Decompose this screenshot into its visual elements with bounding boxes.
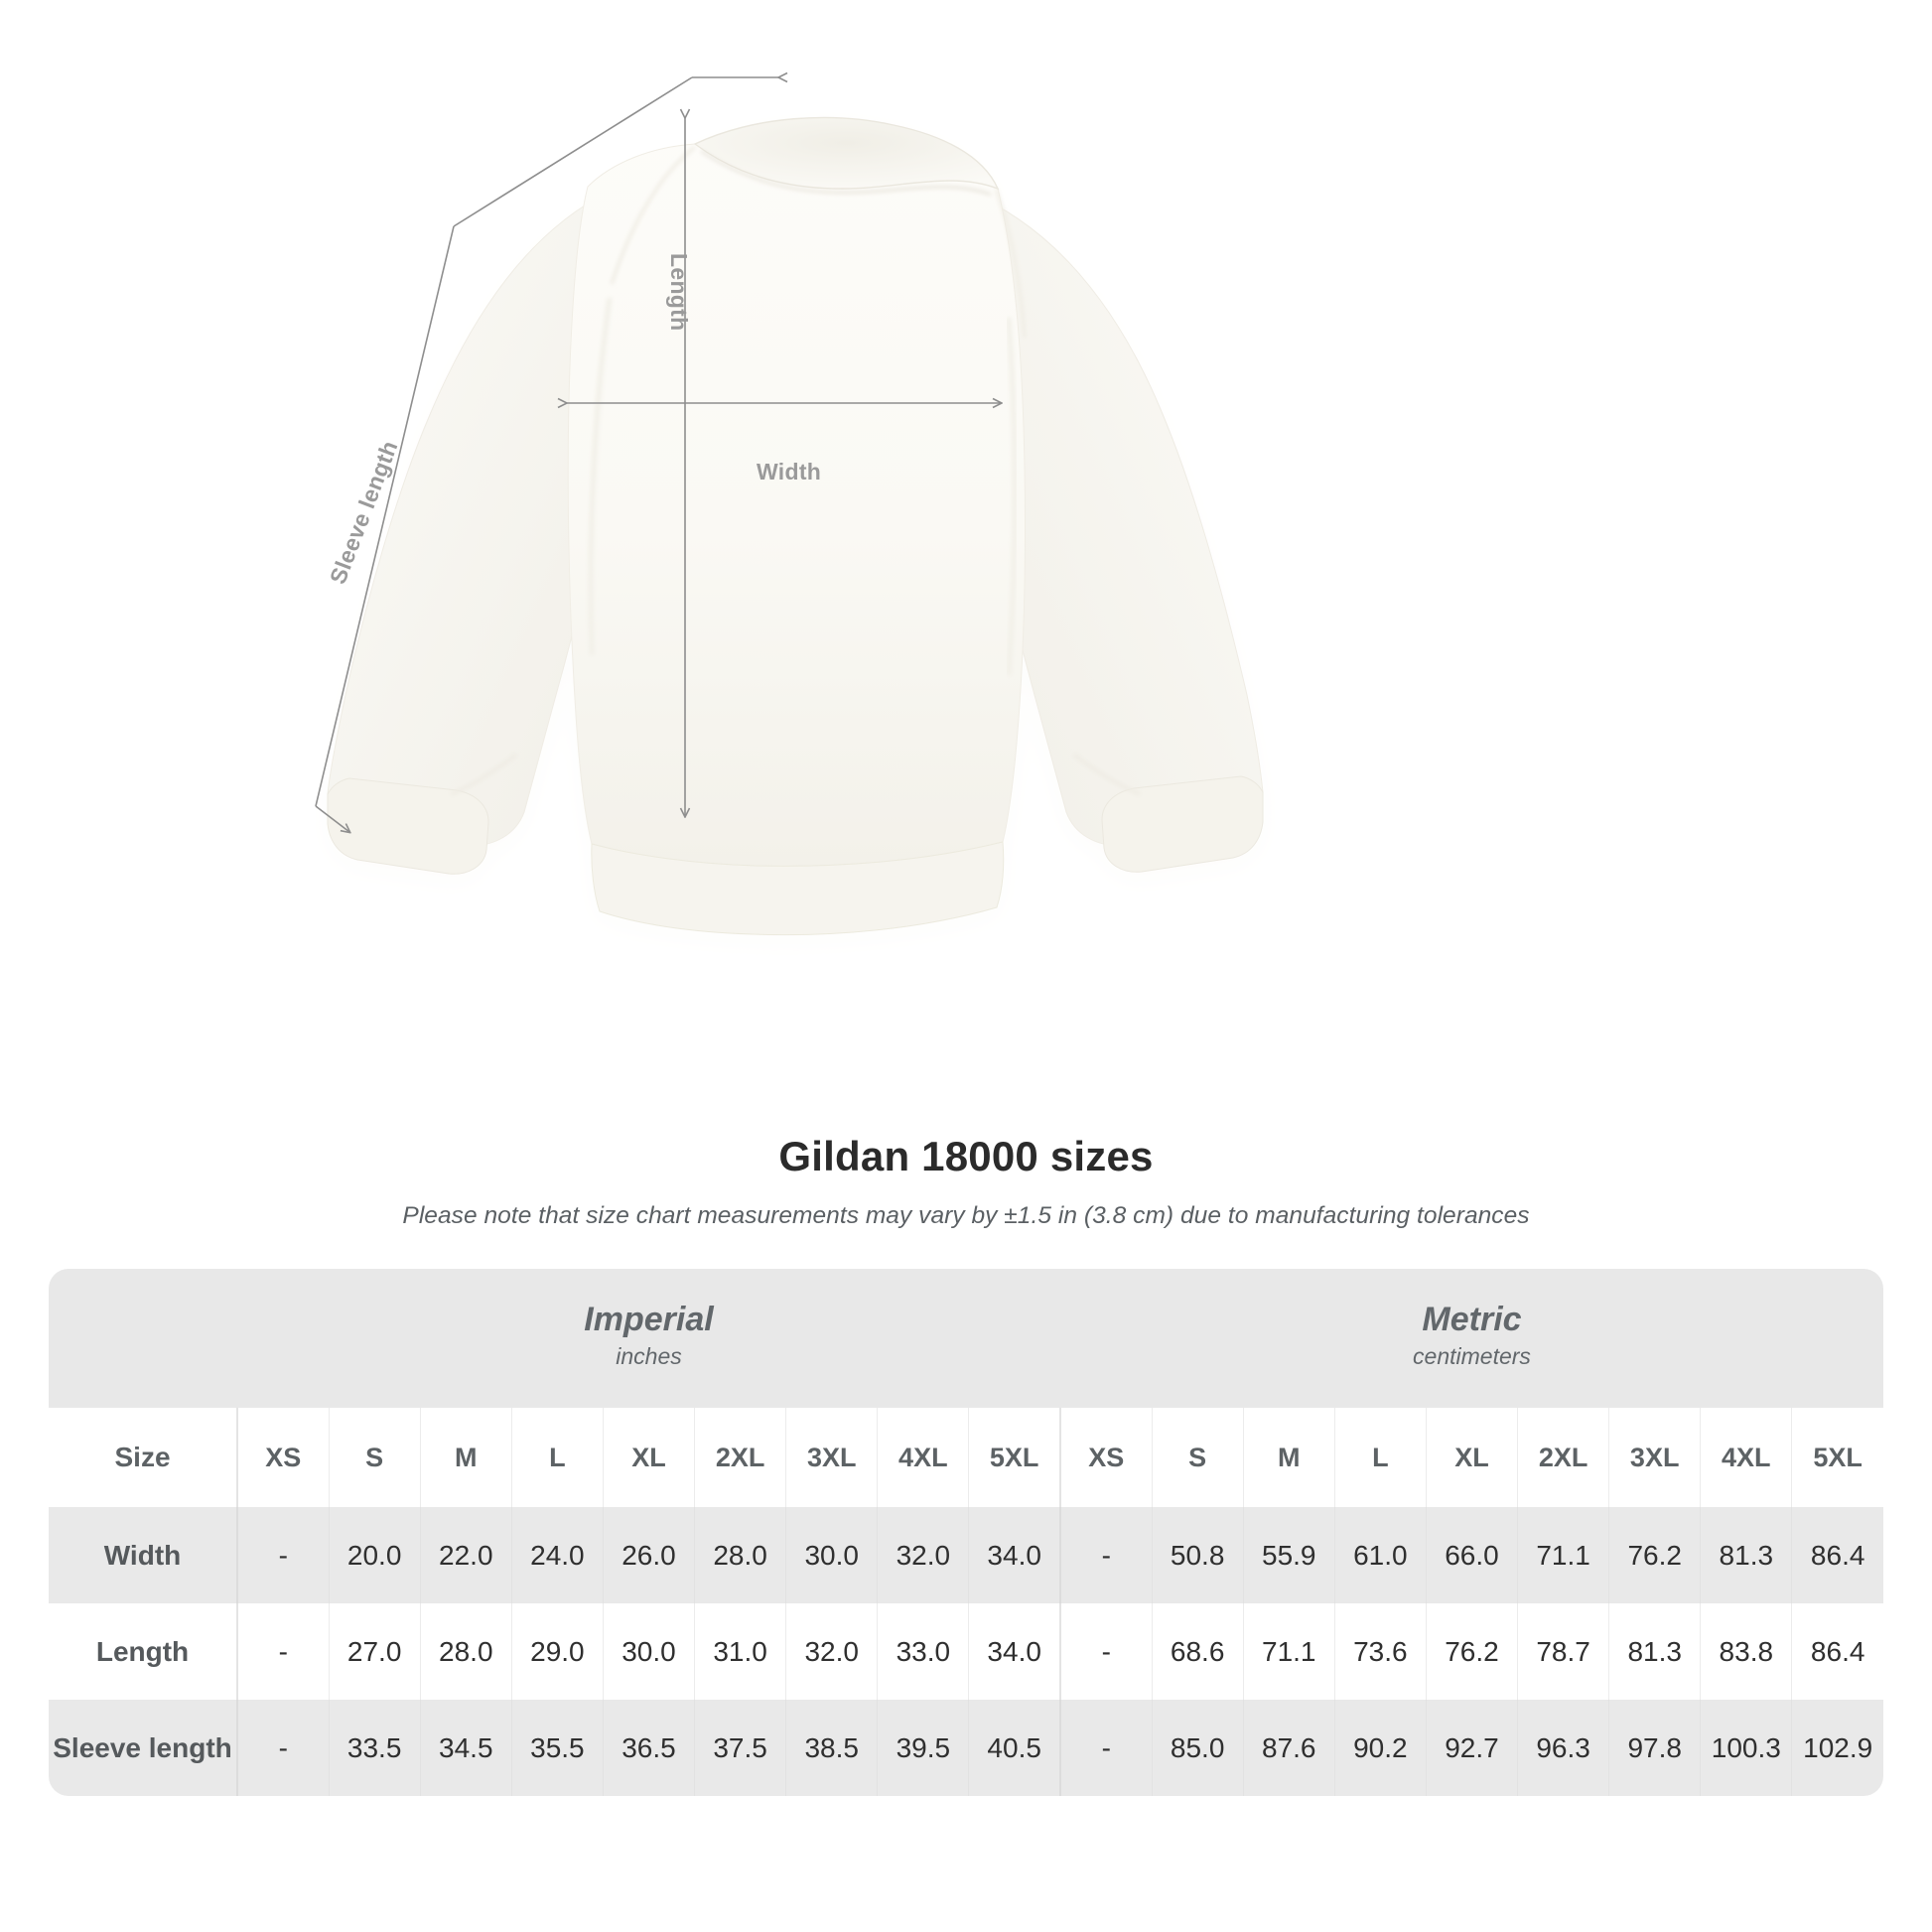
cell-imperial-XL-width: 26.0 — [602, 1507, 695, 1603]
size-header-metric-XS: XS — [1058, 1408, 1153, 1507]
cell-metric-XS-length: - — [1058, 1603, 1153, 1700]
cell-imperial-XL-length: 30.0 — [602, 1603, 695, 1700]
size-header-imperial-5XL: 5XL — [968, 1408, 1060, 1507]
cell-metric-XS-width: - — [1058, 1507, 1153, 1603]
cell-metric-5XL-width: 86.4 — [1791, 1507, 1883, 1603]
cell-metric-XL-sleeve-length: 92.7 — [1425, 1700, 1518, 1796]
unit-sub-metric: centimeters — [1413, 1342, 1531, 1369]
cell-imperial-M-width: 22.0 — [419, 1507, 512, 1603]
unit-name-imperial: Imperial — [584, 1301, 714, 1339]
cell-imperial-5XL-width: 34.0 — [968, 1507, 1060, 1603]
table-row: Width -20.0 22.0 24.0 26.0 28.0 30.0 32.0 34.0-5… — [49, 1507, 1883, 1603]
cell-imperial-XS-sleeve-length: - — [235, 1700, 330, 1796]
size-header-imperial-S: S — [328, 1408, 421, 1507]
size-header-metric-5XL: 5XL — [1791, 1408, 1883, 1507]
size-header-imperial-L: L — [510, 1408, 604, 1507]
unit-banner-imperial: Imperial inches — [237, 1269, 1060, 1408]
cell-imperial-XS-width: - — [235, 1507, 330, 1603]
cell-metric-3XL-length: 81.3 — [1608, 1603, 1701, 1700]
cell-metric-L-length: 73.6 — [1333, 1603, 1427, 1700]
row-label-length: Length — [49, 1603, 237, 1700]
size-header-metric-2XL: 2XL — [1517, 1408, 1609, 1507]
cell-imperial-4XL-width: 32.0 — [877, 1507, 969, 1603]
cell-imperial-L-length: 29.0 — [510, 1603, 604, 1700]
cell-metric-2XL-length: 78.7 — [1517, 1603, 1609, 1700]
cell-imperial-2XL-width: 28.0 — [694, 1507, 786, 1603]
size-header-row: Size XS S M L XL 2XL 3XL 4XL 5XL XS S M L XL 2XL 3XL 4XL 5… — [49, 1408, 1883, 1507]
unit-sub-imperial: inches — [616, 1342, 682, 1369]
cell-metric-2XL-sleeve-length: 96.3 — [1517, 1700, 1609, 1796]
size-header-metric-3XL: 3XL — [1608, 1408, 1701, 1507]
cell-imperial-4XL-length: 33.0 — [877, 1603, 969, 1700]
size-chart-table: Imperial inches Metric centimeters Size XS S M L… — [49, 1269, 1883, 1796]
length-annotation-label: Length — [666, 253, 692, 332]
size-header-imperial-M: M — [419, 1408, 512, 1507]
table-row: Sleeve length -33.5 34.5 35.5 36.5 37.5 38.5 39… — [49, 1700, 1883, 1796]
cell-metric-5XL-sleeve-length: 102.9 — [1791, 1700, 1883, 1796]
cell-imperial-S-width: 20.0 — [328, 1507, 421, 1603]
cell-metric-4XL-width: 81.3 — [1700, 1507, 1792, 1603]
cell-imperial-S-length: 27.0 — [328, 1603, 421, 1700]
cell-metric-L-sleeve-length: 90.2 — [1333, 1700, 1427, 1796]
cell-imperial-3XL-length: 32.0 — [785, 1603, 878, 1700]
unit-name-metric: Metric — [1422, 1301, 1522, 1339]
width-annotation-label: Width — [757, 459, 822, 484]
size-chart-table-wrapper: Imperial inches Metric centimeters Size XS S M L… — [49, 1269, 1883, 1796]
cell-imperial-4XL-sleeve-length: 39.5 — [877, 1700, 969, 1796]
size-header-metric-L: L — [1333, 1408, 1427, 1507]
size-header-metric-M: M — [1242, 1408, 1335, 1507]
cell-metric-4XL-length: 83.8 — [1700, 1603, 1792, 1700]
cell-imperial-5XL-sleeve-length: 40.5 — [968, 1700, 1060, 1796]
cell-metric-3XL-sleeve-length: 97.8 — [1608, 1700, 1701, 1796]
row-label-header: Size — [49, 1408, 237, 1507]
size-header-imperial-4XL: 4XL — [877, 1408, 969, 1507]
cell-imperial-5XL-length: 34.0 — [968, 1603, 1060, 1700]
size-header-imperial-2XL: 2XL — [694, 1408, 786, 1507]
cell-metric-S-width: 50.8 — [1151, 1507, 1244, 1603]
row-label-width: Width — [49, 1507, 237, 1603]
cell-imperial-XL-sleeve-length: 36.5 — [602, 1700, 695, 1796]
chart-title-block: Gildan 18000 sizes Please note that size… — [0, 1133, 1932, 1230]
cell-metric-L-width: 61.0 — [1333, 1507, 1427, 1603]
cell-metric-S-sleeve-length: 85.0 — [1151, 1700, 1244, 1796]
unit-banner-spacer — [49, 1269, 237, 1408]
cell-imperial-3XL-sleeve-length: 38.5 — [785, 1700, 878, 1796]
sweatshirt-image — [327, 116, 1264, 936]
tolerance-note: Please note that size chart measurements… — [402, 1202, 1530, 1229]
cell-metric-XL-length: 76.2 — [1425, 1603, 1518, 1700]
size-header-metric-XL: XL — [1425, 1408, 1518, 1507]
cell-imperial-XS-length: - — [235, 1603, 330, 1700]
size-header-imperial-XS: XS — [235, 1408, 330, 1507]
cell-imperial-M-length: 28.0 — [419, 1603, 512, 1700]
unit-banner-row: Imperial inches Metric centimeters — [49, 1269, 1883, 1408]
cell-metric-XS-sleeve-length: - — [1058, 1700, 1153, 1796]
size-header-metric-S: S — [1151, 1408, 1244, 1507]
size-header-imperial-XL: XL — [602, 1408, 695, 1507]
cell-metric-4XL-sleeve-length: 100.3 — [1700, 1700, 1792, 1796]
cell-metric-3XL-width: 76.2 — [1608, 1507, 1701, 1603]
garment-illustration: Length Width Sleeve length — [315, 0, 1264, 936]
unit-banner-metric: Metric centimeters — [1059, 1269, 1883, 1408]
cell-metric-M-length: 71.1 — [1242, 1603, 1335, 1700]
cell-metric-S-length: 68.6 — [1151, 1603, 1244, 1700]
size-header-metric-4XL: 4XL — [1700, 1408, 1792, 1507]
cell-imperial-L-width: 24.0 — [510, 1507, 604, 1603]
table-row: Length -27.0 28.0 29.0 30.0 31.0 32.0 33.0 34.0-… — [49, 1603, 1883, 1700]
cell-imperial-M-sleeve-length: 34.5 — [419, 1700, 512, 1796]
size-header-imperial-3XL: 3XL — [785, 1408, 878, 1507]
product-diagram-area: Length Width Sleeve length — [315, 0, 1264, 936]
page-title: Gildan 18000 sizes — [778, 1133, 1154, 1179]
cell-imperial-S-sleeve-length: 33.5 — [328, 1700, 421, 1796]
cell-metric-XL-width: 66.0 — [1425, 1507, 1518, 1603]
cell-metric-2XL-width: 71.1 — [1517, 1507, 1609, 1603]
cell-imperial-3XL-width: 30.0 — [785, 1507, 878, 1603]
cell-imperial-2XL-sleeve-length: 37.5 — [694, 1700, 786, 1796]
cell-metric-M-width: 55.9 — [1242, 1507, 1335, 1603]
row-label-sleeve-length: Sleeve length — [49, 1700, 237, 1796]
cell-metric-M-sleeve-length: 87.6 — [1242, 1700, 1335, 1796]
cell-imperial-2XL-length: 31.0 — [694, 1603, 786, 1700]
cell-imperial-L-sleeve-length: 35.5 — [510, 1700, 604, 1796]
cell-metric-5XL-length: 86.4 — [1791, 1603, 1883, 1700]
